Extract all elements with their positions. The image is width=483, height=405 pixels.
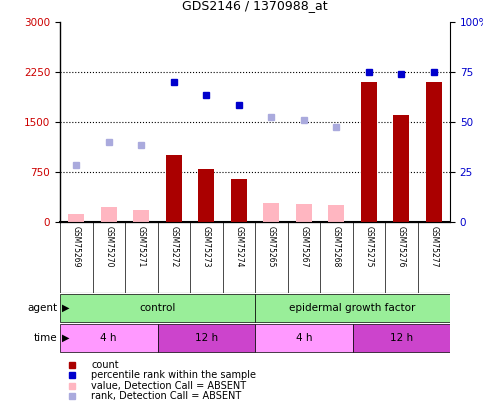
Bar <box>255 294 450 322</box>
Text: GSM75275: GSM75275 <box>364 226 373 267</box>
Text: GSM75271: GSM75271 <box>137 226 146 267</box>
Text: percentile rank within the sample: percentile rank within the sample <box>91 370 256 380</box>
Text: control: control <box>139 303 176 313</box>
Bar <box>263 203 279 222</box>
Text: GDS2146 / 1370988_at: GDS2146 / 1370988_at <box>182 0 328 12</box>
Bar <box>166 156 182 222</box>
Text: GSM75267: GSM75267 <box>299 226 308 267</box>
Text: ▶: ▶ <box>62 333 70 343</box>
Text: GSM75270: GSM75270 <box>104 226 113 267</box>
Bar <box>198 168 214 222</box>
Text: GSM75268: GSM75268 <box>332 226 341 267</box>
Text: GSM75272: GSM75272 <box>169 226 178 267</box>
Bar <box>60 294 255 322</box>
Bar <box>296 204 312 222</box>
Bar <box>133 210 149 222</box>
Text: GSM75274: GSM75274 <box>234 226 243 267</box>
Bar <box>426 82 442 222</box>
Bar <box>328 205 344 222</box>
Text: time: time <box>34 333 57 343</box>
Text: 4 h: 4 h <box>296 333 312 343</box>
Bar <box>353 324 450 352</box>
Text: 4 h: 4 h <box>100 333 117 343</box>
Text: GSM75277: GSM75277 <box>429 226 438 267</box>
Text: GSM75276: GSM75276 <box>397 226 406 267</box>
Bar <box>100 207 117 222</box>
Bar <box>361 82 377 222</box>
Text: GSM75269: GSM75269 <box>72 226 81 267</box>
Bar <box>230 179 247 222</box>
Bar <box>68 215 85 222</box>
Text: 12 h: 12 h <box>390 333 413 343</box>
Text: 12 h: 12 h <box>195 333 218 343</box>
Text: agent: agent <box>28 303 57 313</box>
Text: GSM75273: GSM75273 <box>202 226 211 267</box>
Text: value, Detection Call = ABSENT: value, Detection Call = ABSENT <box>91 381 246 390</box>
Text: GSM75265: GSM75265 <box>267 226 276 267</box>
Bar <box>255 324 353 352</box>
Text: epidermal growth factor: epidermal growth factor <box>289 303 416 313</box>
Bar <box>393 115 410 222</box>
Text: ▶: ▶ <box>62 303 70 313</box>
Text: count: count <box>91 360 119 370</box>
Bar <box>157 324 255 352</box>
Bar <box>60 324 157 352</box>
Text: rank, Detection Call = ABSENT: rank, Detection Call = ABSENT <box>91 391 242 401</box>
Bar <box>68 214 85 222</box>
